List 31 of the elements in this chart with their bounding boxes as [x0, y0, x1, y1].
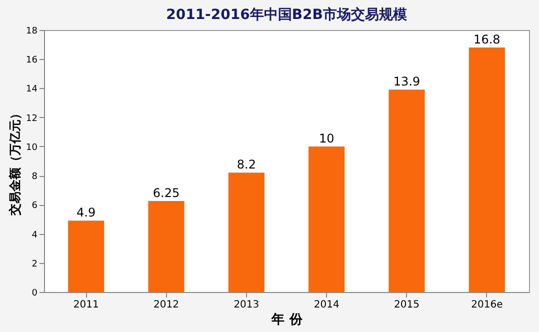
y-tick-label: 0 [32, 288, 38, 298]
bar [388, 90, 425, 292]
x-tick-label: 2014 [314, 300, 340, 310]
y-tick-label: 14 [26, 84, 38, 95]
y-axis-title: 交易金额（万亿元） [8, 108, 22, 216]
y-tick-label: 16 [26, 56, 38, 66]
bar [308, 146, 345, 292]
data-label: 16.8 [474, 32, 500, 46]
y-tick-label: 8 [32, 172, 38, 182]
y-tick-label: 6 [32, 201, 38, 212]
x-tick-label: 2016e [471, 300, 503, 310]
x-tick-label: 2011 [73, 300, 99, 310]
x-axis-title: 年 份 [270, 312, 304, 328]
data-label: 13.9 [393, 74, 420, 89]
x-tick-label: 2013 [234, 300, 260, 310]
data-label: 10 [318, 131, 334, 146]
bar [228, 172, 264, 292]
bar [148, 201, 184, 292]
data-label: 8.2 [236, 158, 256, 172]
y-tick-label: 18 [26, 26, 38, 36]
data-label: 6.25 [152, 186, 180, 200]
y-tick-label: 10 [26, 142, 38, 153]
x-tick-label: 2015 [394, 300, 420, 310]
chart-title: 2011-2016年中国B2B市场交易规模 [166, 6, 408, 23]
data-label: 4.9 [76, 206, 96, 220]
y-tick-label: 2 [32, 259, 38, 270]
x-tick-label: 2012 [154, 300, 179, 310]
bar [468, 47, 505, 292]
y-tick-label: 12 [26, 114, 38, 124]
bar [68, 220, 104, 292]
y-tick-label: 4 [32, 230, 38, 240]
